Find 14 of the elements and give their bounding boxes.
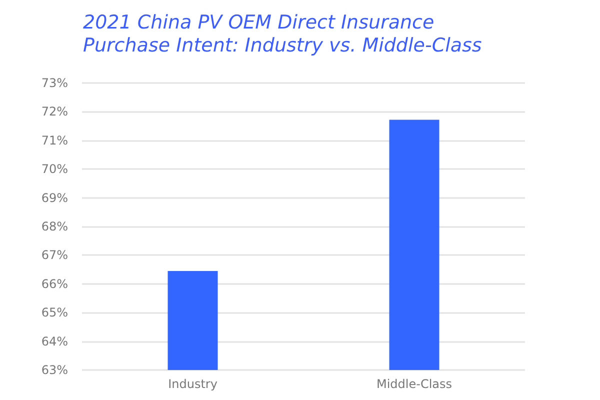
y-tick-label: 70% <box>41 162 68 176</box>
chart-title: 2021 China PV OEM Direct Insurance Purchase Intent: Industry vs. Middle-Class <box>83 12 482 56</box>
y-tick-label: 69% <box>41 190 68 205</box>
y-tick-label: 67% <box>41 248 68 262</box>
x-tick-label: Middle-Class <box>376 377 452 391</box>
y-tick-label: 68% <box>41 220 68 234</box>
y-tick-label: 66% <box>41 276 68 291</box>
y-tick-label: 65% <box>41 306 68 320</box>
y-tick-label: 73% <box>41 76 68 90</box>
y-tick-label: 63% <box>41 363 68 377</box>
y-tick-label: 71% <box>41 133 68 148</box>
y-tick-label: 72% <box>41 104 68 119</box>
x-tick-label: Industry <box>168 377 218 391</box>
y-tick-label: 64% <box>41 334 68 348</box>
